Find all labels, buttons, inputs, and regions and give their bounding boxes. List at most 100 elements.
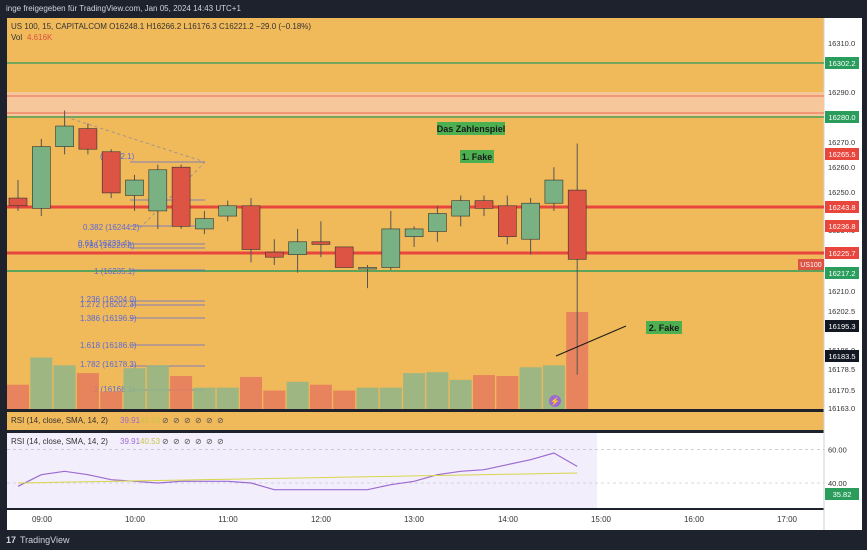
rsi-eye-icon[interactable]: ⊘ [184,437,191,446]
candle-body[interactable] [125,179,144,196]
rsi2-value: 39.91 [120,437,141,446]
price-marker: 16265.5 [828,150,855,159]
price-marker-bg [825,320,859,332]
fib-label: 1.386 (16196.9) [80,314,137,323]
candle-body[interactable] [311,241,331,245]
price-marker: 16236.8 [828,222,855,231]
volume-bar [193,387,216,409]
candle-body[interactable] [101,151,121,194]
candle-body[interactable] [544,179,564,204]
rsi-eye-icon[interactable]: ⊘ [217,437,224,446]
symbol-tag: US100 [800,262,822,269]
fib-label: 0.786 (16226.8) [78,241,135,250]
candle-body[interactable] [288,241,307,255]
price-marker-bg [825,350,859,362]
price-marker: 16195.3 [828,322,855,331]
volume-bar [240,376,262,409]
price-tick: 16163.0 [828,404,855,413]
annotation-title-bg [437,122,505,135]
volume-bar [286,381,309,409]
rsi2-value-b: 40.53 [140,437,161,446]
rsi-eye-icon[interactable]: ⊘ [206,437,213,446]
symbol-tag-bg [798,259,824,270]
rsi2-label: RSI (14, close, SMA, 14, 2) [11,437,108,446]
candle-body[interactable] [264,251,284,258]
candle-body[interactable] [31,146,51,209]
rsi-pane-1[interactable] [7,412,824,430]
volume-bar [403,373,426,409]
candle-body[interactable] [381,228,401,268]
price-marker-bg [825,267,859,279]
candle-body[interactable] [148,169,168,212]
volume-bar [100,391,123,409]
candle-body[interactable] [78,128,98,150]
volume-bar [356,387,379,409]
volume-bar [309,384,332,409]
rsi-eye-icon[interactable]: ⊘ [195,437,202,446]
candle-body[interactable] [218,205,237,217]
candle-body[interactable] [404,228,424,237]
price-marker-bg [825,57,859,69]
candle-body[interactable] [521,202,540,240]
annotation-fake1: 1. Fake [462,152,493,162]
time-tick: 11:00 [218,515,238,524]
candle-body[interactable] [8,197,28,207]
rsi-eye-icon[interactable]: ⊘ [184,416,191,425]
candle-body[interactable] [358,267,377,270]
price-marker-bg [825,247,859,259]
fib-trend-line [65,116,206,163]
annotation-fake2-bg [646,321,682,334]
volume-value: 4.616K [27,33,53,42]
candle-body[interactable] [171,166,191,227]
annotation-fake1-bg [460,150,494,163]
annotation-fake2: 2. Fake [649,323,680,333]
alert-icon[interactable] [549,395,561,407]
symbol-ohlc: US 100, 15, CAPITALCOM O16248.1 H16266.2… [11,22,311,31]
rsi-eye-icon[interactable]: ⊘ [195,416,202,425]
fib-label: 1.782 (16178.3) [80,360,137,369]
volume-label: Vol [11,33,22,42]
candle-body[interactable] [474,200,494,209]
candle-body[interactable] [497,205,517,237]
volume-bar [379,387,402,409]
candle-body[interactable] [334,246,354,268]
candle-body[interactable] [428,213,447,232]
rsi-sma-line [17,472,578,484]
shared-by-text: inge freigegeben für TradingView.com, Ja… [6,4,241,13]
fib-label: 1.272 (16202.3) [80,300,137,309]
candle-body[interactable] [451,200,471,217]
rsi-current: 35.82 [833,490,852,499]
price-tick: 16270.0 [828,138,855,147]
rsi-eye-icon[interactable]: ⊘ [217,416,224,425]
rsi-tick: 60.00 [828,446,847,455]
candle-body[interactable] [55,125,74,147]
rsi-eye-icon[interactable]: ⊘ [173,416,180,425]
volume-bar [519,367,542,409]
tradingview-logo-icon: 17 [6,535,16,545]
volume-bar [76,373,99,409]
volume-bar [496,376,519,409]
candle-body[interactable] [567,189,587,260]
rsi-tick: 40.00 [828,479,847,488]
rsi-eye-icon[interactable]: ⊘ [162,437,169,446]
time-tick: 15:00 [591,515,612,524]
volume-bar [30,357,53,409]
volume-bar [216,387,239,409]
rsi-eye-icon[interactable]: ⊘ [206,416,213,425]
price-marker: 16243.8 [828,203,855,212]
price-marker-bg [825,220,859,232]
price-marker-bg [825,201,859,213]
volume-bar [53,365,76,409]
price-tick: 16178.5 [828,365,855,374]
rsi-eye-icon[interactable]: ⊘ [173,437,180,446]
candle-body[interactable] [195,218,214,230]
volume-bar [449,379,472,409]
price-pane[interactable] [7,18,824,409]
candle-body[interactable] [241,205,261,250]
price-marker-bg [825,111,859,123]
rsi-eye-icon[interactable]: ⊘ [162,416,169,425]
fib-label: 0.61 (16233.4) [78,239,130,248]
fake2-pointer [555,325,627,357]
